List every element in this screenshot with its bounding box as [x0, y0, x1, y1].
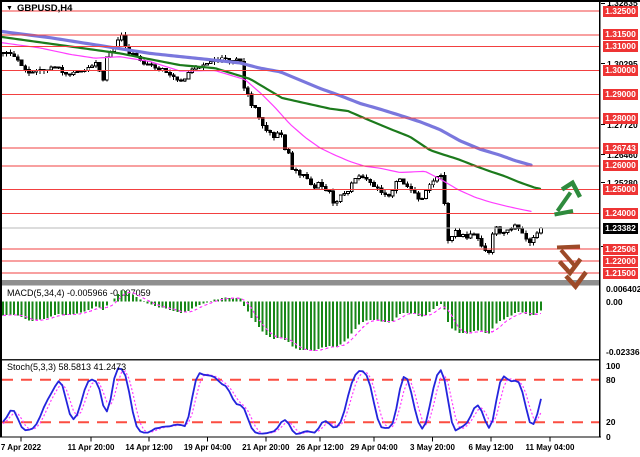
- stoch-scale-label: 0: [606, 431, 611, 442]
- time-axis-label: 11 Apr 20:00: [67, 443, 115, 452]
- price-level-flag: 1.31500: [603, 29, 638, 41]
- time-axis-label: 14 Apr 12:00: [125, 443, 173, 452]
- price-level-flag: 1.30000: [603, 65, 638, 77]
- price-level-flag: 1.29000: [603, 88, 638, 100]
- axis-tick: [601, 63, 605, 65]
- price-axis-tick-label: 1.30295: [601, 59, 638, 69]
- price-axis-tick-label: 1.25280: [601, 178, 638, 188]
- macd-scale-label: 0.006402: [606, 284, 640, 294]
- current-price-flag: 1.23382: [603, 222, 638, 234]
- time-axis-label: 11 May 04:00: [525, 443, 575, 452]
- price-level-flag: 1.26000: [603, 160, 638, 172]
- price-level-flag: 1.22506: [603, 243, 638, 255]
- stoch-scale-label: 80: [606, 374, 616, 385]
- price-level-flag: 1.28000: [603, 112, 638, 124]
- price-level-flag: 1.24000: [603, 207, 638, 219]
- axis-tick: [601, 154, 605, 156]
- stoch-scale-label: 20: [606, 417, 616, 428]
- time-axis-label: 21 Apr 20:00: [242, 443, 290, 452]
- time-axis-label: 3 May 20:00: [410, 443, 455, 452]
- axis-tick: [601, 124, 605, 126]
- time-axis-label: 19 Apr 04:00: [183, 443, 232, 452]
- price-level-flag: 1.25000: [603, 184, 638, 196]
- macd-scale-label: -0.02336: [606, 347, 640, 357]
- time-axis-label: 29 Apr 04:00: [350, 443, 398, 452]
- time-axis-label: 7 Apr 2022: [0, 443, 42, 452]
- trend-arrow: [554, 179, 582, 217]
- stoch-scale-label: 100: [606, 360, 621, 371]
- symbol-timeframe-label[interactable]: ▼ GBPUSD,H4: [6, 3, 73, 14]
- axis-tick: [601, 2, 605, 4]
- trend-arrow: [556, 244, 588, 291]
- price-level-flag: 1.26743: [603, 142, 638, 154]
- price-level-flag: 1.22000: [603, 255, 638, 267]
- price-axis-tick-label: 1.27720: [601, 120, 638, 130]
- dropdown-arrow-icon: ▼: [6, 5, 13, 12]
- price-axis-tick-label: 1.26460: [601, 150, 638, 160]
- axis-tick: [601, 182, 605, 184]
- macd-indicator-label: MACD(5,34,4) -0.005966 -0.007059: [7, 288, 151, 298]
- macd-scale-label: 0.00: [606, 296, 623, 307]
- time-axis-label: 26 Apr 12:00: [296, 443, 344, 452]
- stoch-indicator-label: Stoch(5,3,3) 58.5813 41.2473: [7, 362, 127, 372]
- price-level-flag: 1.21500: [603, 267, 638, 279]
- price-level-flag: 1.31000: [603, 41, 638, 53]
- time-axis-label: 6 May 12:00: [468, 443, 514, 452]
- price-axis-tick-label: 1.32835: [601, 0, 638, 8]
- price-level-flag: 1.32500: [603, 5, 638, 17]
